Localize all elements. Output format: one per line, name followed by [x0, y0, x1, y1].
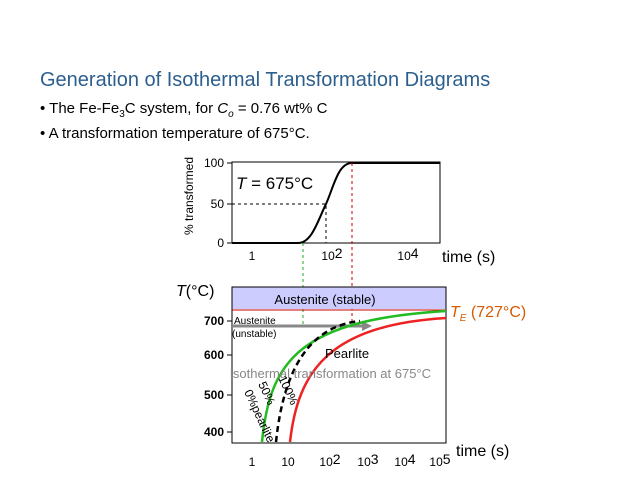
- y-tick-label: 600: [204, 348, 224, 362]
- t: 4: [408, 451, 416, 467]
- curve: [232, 162, 440, 244]
- x-tick-label: 103: [357, 451, 378, 469]
- y-tick-label: 50: [211, 197, 225, 211]
- t: A transformation temperature of 675°C.: [49, 125, 310, 142]
- x-tick-label: 104: [394, 451, 415, 469]
- region-label: Austenite (stable): [274, 292, 375, 307]
- x-tick-label: 1: [249, 249, 256, 263]
- frame: [231, 286, 447, 444]
- t: 10: [397, 249, 411, 263]
- t: (°C): [186, 283, 215, 300]
- t: 5: [443, 451, 451, 467]
- t: E: [460, 313, 467, 324]
- region-label: Pearlite: [325, 346, 369, 361]
- t: (727°C): [466, 304, 526, 321]
- y-tick-label: 700: [204, 314, 224, 328]
- t: 1: [249, 249, 256, 263]
- t: 2: [335, 245, 343, 261]
- t: 10: [357, 455, 371, 469]
- t: 1: [249, 455, 256, 469]
- t: 10: [319, 455, 333, 469]
- bullet: • A transformation temperature of 675°C.: [40, 125, 310, 142]
- y-label: T(°C): [176, 283, 214, 300]
- y-tick-label: 100: [204, 156, 224, 170]
- frame: [231, 161, 441, 244]
- annotation: T = 675°C: [236, 174, 313, 193]
- t: 10: [429, 455, 443, 469]
- x-tick-label: 102: [321, 245, 342, 263]
- t: o: [228, 109, 234, 120]
- t: T: [450, 304, 461, 321]
- t: 3: [119, 109, 125, 120]
- x-tick-label: 104: [397, 245, 418, 263]
- y-tick-label: 500: [204, 388, 224, 402]
- x-label: time (s): [456, 443, 509, 460]
- guide: [232, 203, 327, 243]
- x-tick-label: 102: [319, 451, 340, 469]
- y-tick-label: 400: [204, 425, 224, 439]
- title: Generation of Isothermal Transformation …: [40, 69, 490, 91]
- t: 10: [394, 455, 408, 469]
- end-curve: [288, 316, 447, 443]
- start-curve: [260, 309, 447, 443]
- t: 10: [321, 249, 335, 263]
- t: 3: [371, 451, 379, 467]
- t: 4: [411, 245, 419, 261]
- t: T: [176, 283, 187, 300]
- region-label: (unstable): [232, 329, 276, 340]
- t: C system, for: [125, 100, 218, 117]
- x-tick-label: 10: [281, 455, 295, 469]
- isothermal-label: isothermal transformation at 675°C: [230, 366, 431, 381]
- t: 10: [281, 455, 295, 469]
- t: C: [217, 100, 228, 117]
- x-tick-label: 1: [249, 455, 256, 469]
- arrow: [362, 321, 372, 331]
- x-label: time (s): [442, 249, 495, 266]
- t: T: [236, 174, 248, 193]
- half-curve: [274, 319, 361, 443]
- y-tick-label: 0: [217, 236, 224, 250]
- region-label: Austenite: [234, 316, 276, 327]
- t: = 0.76 wt% C: [234, 100, 328, 117]
- x-tick-label: 105: [429, 451, 450, 469]
- t: = 675°C: [246, 174, 313, 193]
- t: The Fe-Fe: [49, 100, 119, 117]
- te-label: TE (727°C): [450, 304, 526, 324]
- stable-region: [232, 287, 446, 309]
- t: 2: [333, 451, 341, 467]
- bullet: • The Fe-Fe3C system, for Co = 0.76 wt% …: [40, 100, 328, 120]
- y-label: % transformed: [182, 157, 196, 235]
